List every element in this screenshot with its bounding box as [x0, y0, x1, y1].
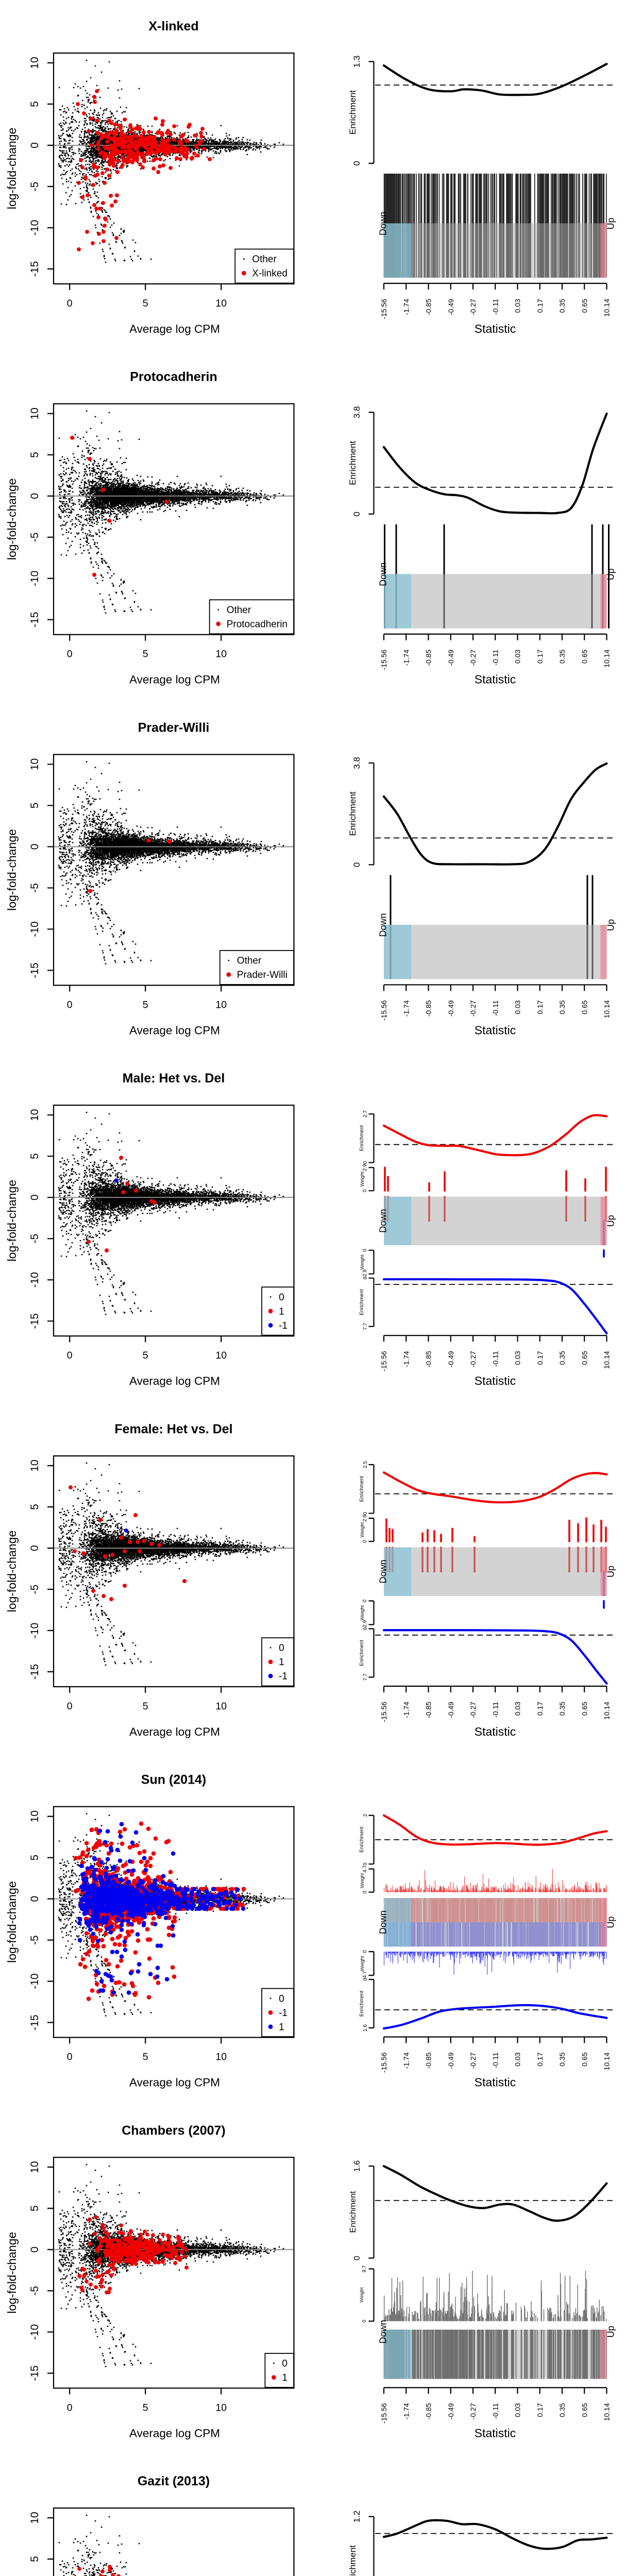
svg-text:Down: Down — [378, 212, 388, 235]
svg-text:Prader-Willi: Prader-Willi — [138, 720, 210, 735]
svg-text:Statistic: Statistic — [475, 1374, 516, 1387]
svg-text:Down: Down — [378, 1560, 388, 1583]
svg-text:-4.7: -4.7 — [362, 1971, 368, 1980]
svg-text:2.7: 2.7 — [363, 1110, 368, 1117]
svg-text:0: 0 — [363, 1978, 368, 1981]
svg-text:Other: Other — [252, 254, 277, 265]
svg-text:Down: Down — [378, 1910, 388, 1934]
svg-text:0: 0 — [279, 1292, 284, 1303]
svg-text:2: 2 — [363, 1814, 368, 1817]
svg-text:0: 0 — [279, 1643, 284, 1654]
svg-text:Weight: Weight — [360, 1172, 365, 1187]
svg-text:Enrichment: Enrichment — [359, 1125, 365, 1151]
svg-text:0: 0 — [362, 1540, 368, 1543]
svg-text:Statistic: Statistic — [475, 2426, 516, 2439]
svg-text:Other: Other — [227, 605, 251, 616]
svg-text:Down: Down — [378, 2320, 388, 2344]
svg-text:9.7: 9.7 — [362, 2265, 367, 2272]
svg-text:0: 0 — [362, 2319, 367, 2323]
svg-text:Up: Up — [606, 217, 616, 229]
svg-text:Statistic: Statistic — [475, 322, 516, 335]
svg-text:Up: Up — [606, 568, 616, 580]
svg-text:1.6: 1.6 — [353, 2160, 362, 2172]
svg-text:1: 1 — [279, 1306, 284, 1317]
svg-text:Male: Het vs. Del: Male: Het vs. Del — [123, 1071, 225, 1086]
svg-text:-1: -1 — [279, 1671, 287, 1682]
svg-text:1: 1 — [279, 1657, 284, 1668]
svg-text:Up: Up — [606, 1215, 616, 1227]
svg-text:0: 0 — [363, 1627, 368, 1630]
svg-text:4.7: 4.7 — [362, 1865, 368, 1872]
svg-text:X-linked: X-linked — [252, 268, 287, 279]
svg-text:Statistic: Statistic — [475, 1725, 516, 1738]
svg-text:2.9: 2.9 — [362, 1515, 368, 1522]
svg-text:0: 0 — [362, 1890, 368, 1893]
svg-text:0: 0 — [363, 1512, 368, 1515]
svg-text:0: 0 — [282, 2359, 287, 2369]
svg-text:Sun (2014): Sun (2014) — [141, 1773, 206, 1787]
svg-text:Statistic: Statistic — [475, 1023, 516, 1037]
svg-text:Enrichment: Enrichment — [348, 791, 358, 836]
svg-text:0: 0 — [353, 2256, 362, 2260]
svg-text:Up: Up — [606, 2326, 616, 2337]
svg-text:-2.9: -2.9 — [362, 1620, 368, 1629]
svg-text:Protocadherin: Protocadherin — [227, 619, 287, 630]
svg-text:Protocadherin: Protocadherin — [130, 370, 217, 384]
svg-text:0: 0 — [362, 1248, 368, 1251]
svg-text:7.7: 7.7 — [363, 1323, 368, 1330]
svg-text:Enrichment: Enrichment — [348, 440, 358, 485]
svg-text:0: 0 — [352, 161, 362, 165]
svg-text:0: 0 — [362, 1189, 368, 1192]
svg-text:Enrichment: Enrichment — [359, 1640, 365, 1666]
svg-text:0: 0 — [363, 1862, 368, 1866]
svg-text:Weight: Weight — [359, 2287, 365, 2302]
svg-text:Gazit (2013): Gazit (2013) — [138, 2474, 210, 2488]
svg-text:Up: Up — [606, 1917, 616, 1928]
svg-text:0: 0 — [279, 1993, 284, 2004]
svg-text:Enrichment: Enrichment — [348, 2545, 358, 2576]
svg-text:Female: Het vs. Del: Female: Het vs. Del — [114, 1422, 232, 1436]
svg-text:0: 0 — [352, 512, 362, 516]
svg-text:Prader-Willi: Prader-Willi — [237, 970, 287, 980]
svg-text:0: 0 — [362, 1599, 368, 1602]
svg-text:2.9: 2.9 — [362, 1164, 368, 1171]
svg-text:-1: -1 — [279, 1320, 287, 1331]
svg-text:Down: Down — [378, 563, 388, 586]
svg-text:Enrichment: Enrichment — [349, 2191, 358, 2232]
svg-text:Chambers (2007): Chambers (2007) — [122, 2123, 225, 2138]
svg-text:Weight: Weight — [360, 1873, 365, 1888]
svg-text:Statistic: Statistic — [475, 673, 516, 686]
svg-text:Weight: Weight — [360, 1956, 365, 1971]
svg-text:1: 1 — [279, 2022, 284, 2032]
svg-text:Down: Down — [378, 913, 388, 937]
svg-text:Enrichment: Enrichment — [359, 1826, 365, 1853]
svg-text:X-linked: X-linked — [148, 19, 198, 33]
svg-text:-1: -1 — [279, 2008, 287, 2019]
svg-text:Weight: Weight — [360, 1522, 365, 1537]
svg-text:-2.9: -2.9 — [362, 1269, 368, 1279]
svg-text:Enrichment: Enrichment — [359, 1991, 365, 2017]
svg-text:Down: Down — [378, 1209, 388, 1233]
svg-text:Enrichment: Enrichment — [348, 90, 358, 134]
svg-text:3.8: 3.8 — [352, 757, 362, 769]
svg-text:Weight: Weight — [360, 1605, 365, 1620]
svg-text:0: 0 — [363, 1161, 368, 1164]
svg-text:3.8: 3.8 — [352, 406, 362, 418]
svg-text:1: 1 — [282, 2372, 287, 2383]
svg-text:Statistic: Statistic — [475, 2076, 516, 2089]
svg-text:Up: Up — [606, 1566, 616, 1578]
svg-text:1.6: 1.6 — [363, 2024, 368, 2031]
svg-text:2.5: 2.5 — [363, 1461, 368, 1468]
svg-text:7.7: 7.7 — [363, 1673, 368, 1681]
svg-text:Enrichment: Enrichment — [359, 1289, 365, 1315]
svg-text:Enrichment: Enrichment — [359, 1476, 365, 1502]
svg-text:Other: Other — [237, 956, 262, 967]
svg-text:0: 0 — [363, 1276, 368, 1279]
svg-text:0: 0 — [362, 1950, 368, 1953]
svg-text:1.3: 1.3 — [352, 56, 362, 68]
svg-text:Up: Up — [606, 919, 616, 931]
svg-text:1.2: 1.2 — [352, 2511, 362, 2523]
svg-text:Weight: Weight — [360, 1255, 365, 1270]
svg-text:0: 0 — [352, 862, 362, 867]
